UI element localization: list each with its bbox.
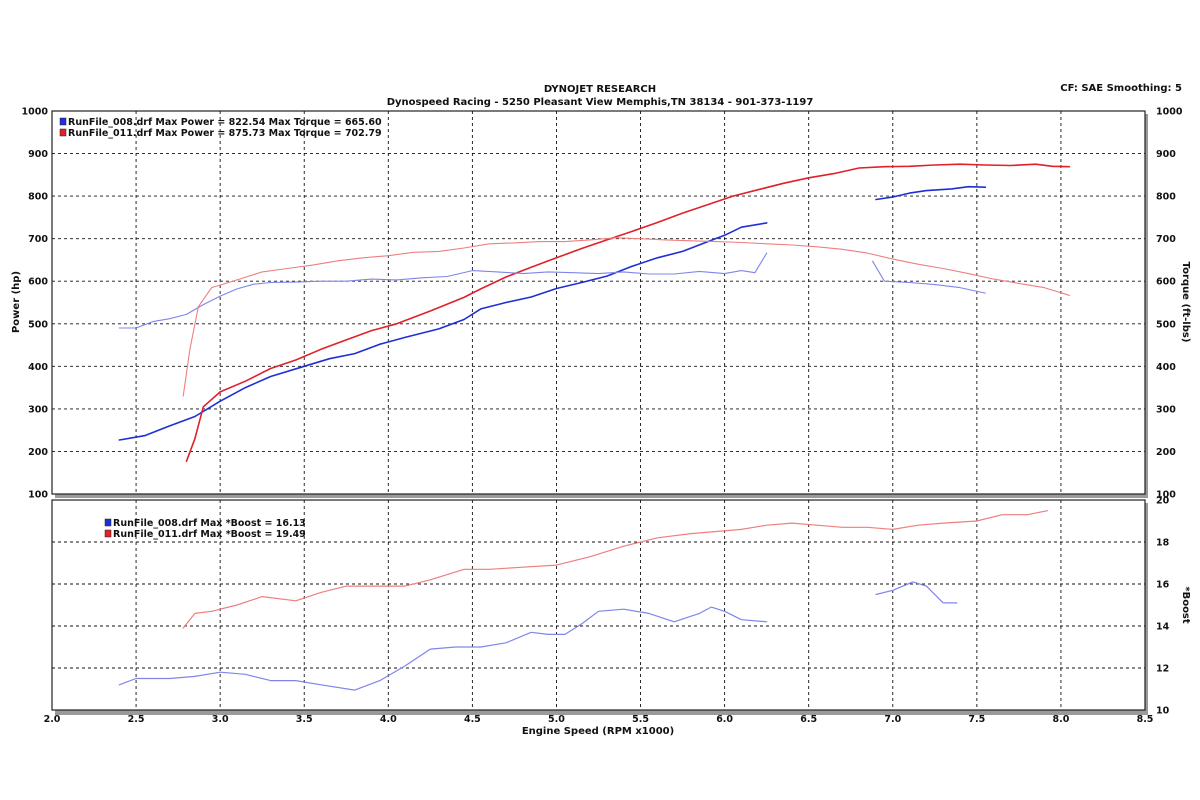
y-tick-label-power: 700 xyxy=(28,234,48,245)
top-panel-series xyxy=(118,163,1071,462)
top-panel-frame xyxy=(51,110,1146,495)
boost-legend-swatch xyxy=(104,529,112,538)
power-torque-legend-swatch xyxy=(59,117,67,126)
x-tick-label: 4.0 xyxy=(380,714,397,725)
y-tick-label-power: 800 xyxy=(28,192,48,203)
y-axis-title-torque: Torque (ft-lbs) xyxy=(1180,262,1191,343)
y-tick-label-torque: 800 xyxy=(1156,192,1176,203)
y-axis-title-power: Power (hp) xyxy=(11,271,22,333)
settings-label: CF: SAE Smoothing: 5 xyxy=(1060,83,1182,94)
x-tick-label: 4.5 xyxy=(464,714,481,725)
boost-series-line xyxy=(118,606,768,691)
x-tick-label: 7.0 xyxy=(884,714,901,725)
y-tick-label-torque: 100 xyxy=(1156,490,1176,501)
y-tick-label-torque: 1000 xyxy=(1156,107,1183,118)
y-tick-label-power: 400 xyxy=(28,362,48,373)
boost-series-line xyxy=(182,510,1049,629)
top-panel-tick-labels: 100 100 200 200 300 300 400 400 500 500 600 600 700 7… xyxy=(22,107,1183,501)
power-torque-series-line xyxy=(875,185,987,201)
y-tick-label-boost: 16 xyxy=(1156,580,1170,591)
x-tick-label: 6.0 xyxy=(716,714,733,725)
y-tick-label-power: 900 xyxy=(28,149,48,160)
x-axis-title: Engine Speed (RPM x1000) xyxy=(522,726,674,737)
y-tick-label-power: 200 xyxy=(28,447,48,458)
power-torque-legend-label: RunFile_008.drf Max Power = 822.54 Max T… xyxy=(68,117,382,128)
x-tick-label: 8.0 xyxy=(1053,714,1070,725)
y-tick-label-torque: 500 xyxy=(1156,319,1176,330)
y-tick-label-power: 100 xyxy=(28,490,48,501)
y-tick-label-power: 1000 xyxy=(22,107,49,118)
y-axis-title-boost: *Boost xyxy=(1180,586,1191,624)
y-tick-label-boost: 18 xyxy=(1156,538,1170,549)
boost-legend-swatch xyxy=(104,518,112,527)
power-torque-series-line xyxy=(118,222,768,441)
power-torque-series-line xyxy=(185,163,1071,462)
x-tick-label: 8.5 xyxy=(1137,714,1154,725)
bottom-panel-tick-labels: 10 12 14 16 18 20 2.0 2.5 3.0 3.5 4.0 4.5 5.0 5.5 6.0 6… xyxy=(44,496,1170,726)
y-tick-label-torque: 400 xyxy=(1156,362,1176,373)
x-tick-label: 6.5 xyxy=(800,714,817,725)
x-tick-label: 2.5 xyxy=(128,714,145,725)
bottom-panel-frame xyxy=(51,499,1146,711)
power-torque-legend-label: RunFile_011.drf Max Power = 875.73 Max T… xyxy=(68,128,382,139)
y-tick-label-boost: 12 xyxy=(1156,664,1169,675)
chart-title: DYNOJET RESEARCH xyxy=(544,84,656,95)
boost-legend-label: RunFile_011.drf Max *Boost = 19.49 xyxy=(113,529,306,540)
y-tick-label-torque: 600 xyxy=(1156,277,1176,288)
power-torque-series-line xyxy=(182,237,1070,397)
y-tick-label-power: 300 xyxy=(28,404,48,415)
y-tick-label-torque: 200 xyxy=(1156,447,1176,458)
bottom-panel-grid xyxy=(52,500,1145,710)
y-tick-label-torque: 900 xyxy=(1156,149,1176,160)
y-tick-label-torque: 700 xyxy=(1156,234,1176,245)
x-tick-label: 5.0 xyxy=(548,714,565,725)
x-tick-label: 7.5 xyxy=(968,714,985,725)
boost-legend-label: RunFile_008.drf Max *Boost = 16.13 xyxy=(113,518,306,529)
y-tick-label-boost: 20 xyxy=(1156,496,1170,507)
y-tick-label-boost: 10 xyxy=(1156,706,1170,717)
power-torque-series-line xyxy=(118,252,768,329)
y-tick-label-power: 500 xyxy=(28,319,48,330)
y-tick-label-power: 600 xyxy=(28,277,48,288)
chart-subtitle: Dynospeed Racing - 5250 Pleasant View Me… xyxy=(387,97,814,108)
boost-series-line xyxy=(875,581,958,604)
legends: RunFile_008.drf Max Power = 822.54 Max T… xyxy=(59,117,382,540)
bottom-panel-series xyxy=(118,510,1049,691)
power-torque-legend-swatch xyxy=(59,128,67,137)
y-tick-label-torque: 300 xyxy=(1156,404,1176,415)
x-tick-label: 5.5 xyxy=(632,714,649,725)
y-tick-label-boost: 14 xyxy=(1156,622,1170,633)
x-tick-label: 3.0 xyxy=(212,714,229,725)
power-torque-series-line xyxy=(872,260,986,294)
x-tick-label: 3.5 xyxy=(296,714,313,725)
x-tick-label: 2.0 xyxy=(44,714,61,725)
